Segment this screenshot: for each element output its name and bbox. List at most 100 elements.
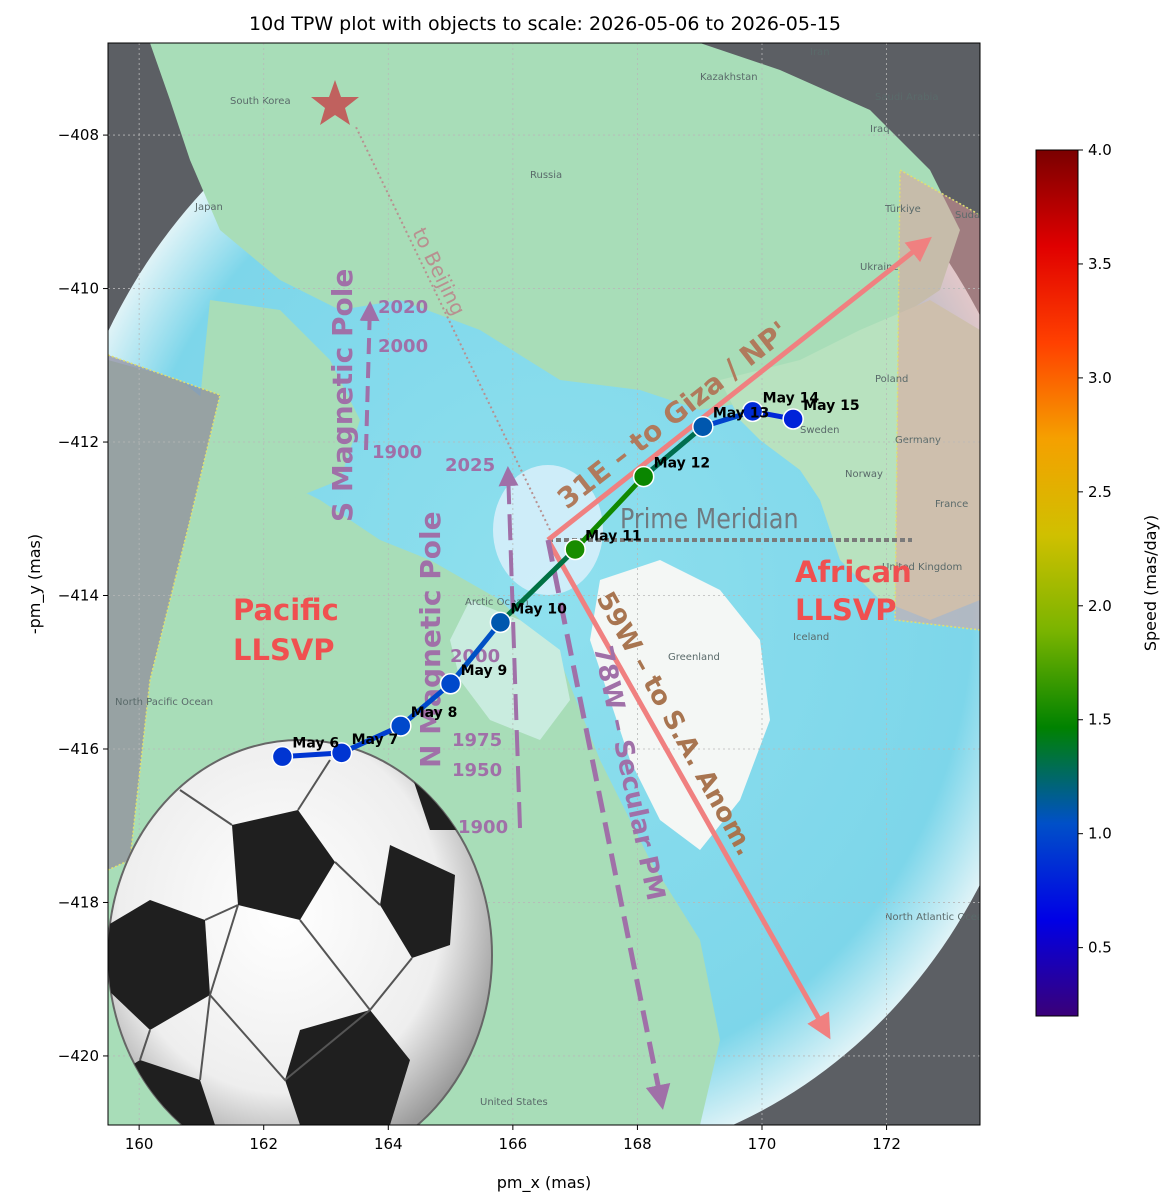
y-tick-label: −412	[58, 433, 99, 451]
x-axis-label: pm_x (mas)	[497, 1173, 592, 1193]
map-label: Türkiye	[884, 204, 921, 215]
data-point	[330, 742, 353, 764]
map-label: Ukraine	[860, 262, 899, 273]
pacific-llsvp-label-line1: Pacific	[233, 593, 339, 627]
y-tick-label: −420	[58, 1047, 99, 1065]
map-label: Sudan	[955, 210, 987, 221]
map-label: Poland	[875, 374, 908, 385]
prime-meridian-label: Prime Meridian	[620, 503, 799, 535]
n-pole-year-1900: 1900	[458, 817, 508, 838]
map-label: Germany	[895, 435, 941, 446]
point-label: May 9	[461, 663, 508, 679]
data-point	[741, 400, 764, 423]
point-label: May 6	[292, 736, 339, 752]
map-label: North Atlantic Ocean	[885, 912, 989, 923]
point-label: May 15	[803, 398, 859, 414]
land-arctic-islands	[450, 600, 570, 740]
x-tick-label: 162	[249, 1135, 278, 1153]
point-label: May 12	[654, 456, 710, 472]
land-alaska	[200, 300, 360, 500]
x-tick-label: 160	[125, 1135, 154, 1153]
x-tick-label: 172	[872, 1135, 901, 1153]
point-label: May 10	[510, 601, 567, 617]
x-tick-label: 164	[374, 1135, 403, 1153]
axes-frame	[107, 42, 981, 1126]
y-tick-label: −408	[58, 126, 99, 144]
map-label: Iceland	[793, 632, 829, 643]
s-pole-year-2020: 2020	[378, 297, 428, 318]
data-point	[632, 465, 655, 488]
map-label: Saudi Arabia	[875, 92, 938, 103]
colorbar	[1035, 149, 1079, 1017]
african-llsvp-label-line1: African	[795, 555, 912, 589]
y-tick-label: −418	[58, 893, 99, 911]
african-llsvp-region	[895, 170, 980, 630]
point-label: May 8	[411, 705, 458, 721]
map-label: Arctic Ocean	[465, 597, 529, 608]
n-pole-arrow	[498, 466, 522, 829]
series-segment	[448, 619, 503, 687]
map-label: Kazakhstan	[700, 72, 758, 83]
y-tick-label: −414	[58, 587, 99, 605]
colorbar-tick-label: 1.0	[1088, 825, 1112, 843]
point-label: May 14	[763, 390, 820, 406]
n-pole-year-2025: 2025	[445, 455, 495, 476]
colorbar-label: Speed (mas/day)	[1141, 515, 1160, 651]
map-label: North Pacific Ocean	[115, 697, 213, 708]
colorbar-tick-label: 2.0	[1088, 597, 1112, 615]
colorbar-tick-label: 3.5	[1088, 255, 1112, 273]
map-label: Japan	[194, 202, 223, 213]
point-label: May 11	[585, 528, 641, 544]
y-tick-label: −416	[58, 740, 99, 758]
y-tick-label: −410	[58, 280, 99, 298]
colorbar-tick-label: 1.5	[1088, 711, 1112, 729]
x-tick-label: 168	[623, 1135, 652, 1153]
s-pole-year-1900: 1900	[372, 442, 422, 463]
s-mag-pole-label: S Magnetic Pole	[326, 269, 359, 522]
series-segment	[398, 681, 454, 729]
data-point	[489, 611, 512, 634]
n-pole-year-1975: 1975	[452, 730, 502, 751]
map-label: Sweden	[800, 425, 840, 436]
secular-pm-arrow	[545, 539, 671, 1110]
sa-anom-arrow	[545, 538, 831, 1040]
series-segment	[572, 474, 647, 552]
n-mag-pole-label: N Magnetic Pole	[414, 511, 447, 768]
map-label: France	[935, 499, 968, 510]
map-label: Iraq	[870, 124, 890, 135]
data-point	[271, 745, 294, 768]
colorbar-ticks: 0.5 1.0 1.5 2.0 2.5 3.0 3.5 4.0	[1078, 141, 1112, 957]
data-point	[439, 673, 462, 695]
pole-ice	[493, 465, 603, 595]
tpw-series: May 6 May 7 May 8 May 9 May 10 May 11 May 12 Ma…	[271, 390, 860, 768]
colorbar-tick-label: 2.5	[1088, 483, 1112, 501]
map-label: South Korea	[230, 96, 291, 107]
map-label: Russia	[530, 170, 562, 181]
point-label: May 7	[352, 732, 399, 748]
pacific-llsvp-region	[108, 355, 220, 870]
n-pole-year-1950: 1950	[452, 760, 502, 781]
pacific-llsvp-label-line2: LLSVP	[233, 633, 335, 667]
colorbar-tick-label: 3.0	[1088, 369, 1112, 387]
data-point	[782, 408, 804, 430]
s-pole-year-2000: 2000	[378, 336, 428, 357]
x-tick-label: 170	[748, 1135, 777, 1153]
s-pole-arrow	[359, 301, 380, 451]
map-label: Norway	[845, 469, 883, 480]
y-axis-label: -pm_y (mas)	[25, 534, 45, 634]
colorbar-tick-label: 4.0	[1088, 141, 1112, 159]
soccer-ball-icon	[108, 739, 493, 1125]
data-point	[692, 415, 714, 438]
african-llsvp-label-line2: LLSVP	[795, 593, 897, 627]
map-label: Iran	[810, 47, 830, 58]
series-segment	[641, 424, 706, 480]
star-icon	[311, 80, 359, 125]
series-segment	[339, 723, 404, 756]
map-label: United Kingdom	[882, 562, 962, 573]
x-tick-label: 166	[499, 1135, 528, 1153]
land-eurasia	[150, 43, 960, 410]
land-greenland	[590, 560, 770, 850]
colorbar-tick-label: 0.5	[1088, 939, 1112, 957]
map-label: United States	[480, 1097, 548, 1108]
